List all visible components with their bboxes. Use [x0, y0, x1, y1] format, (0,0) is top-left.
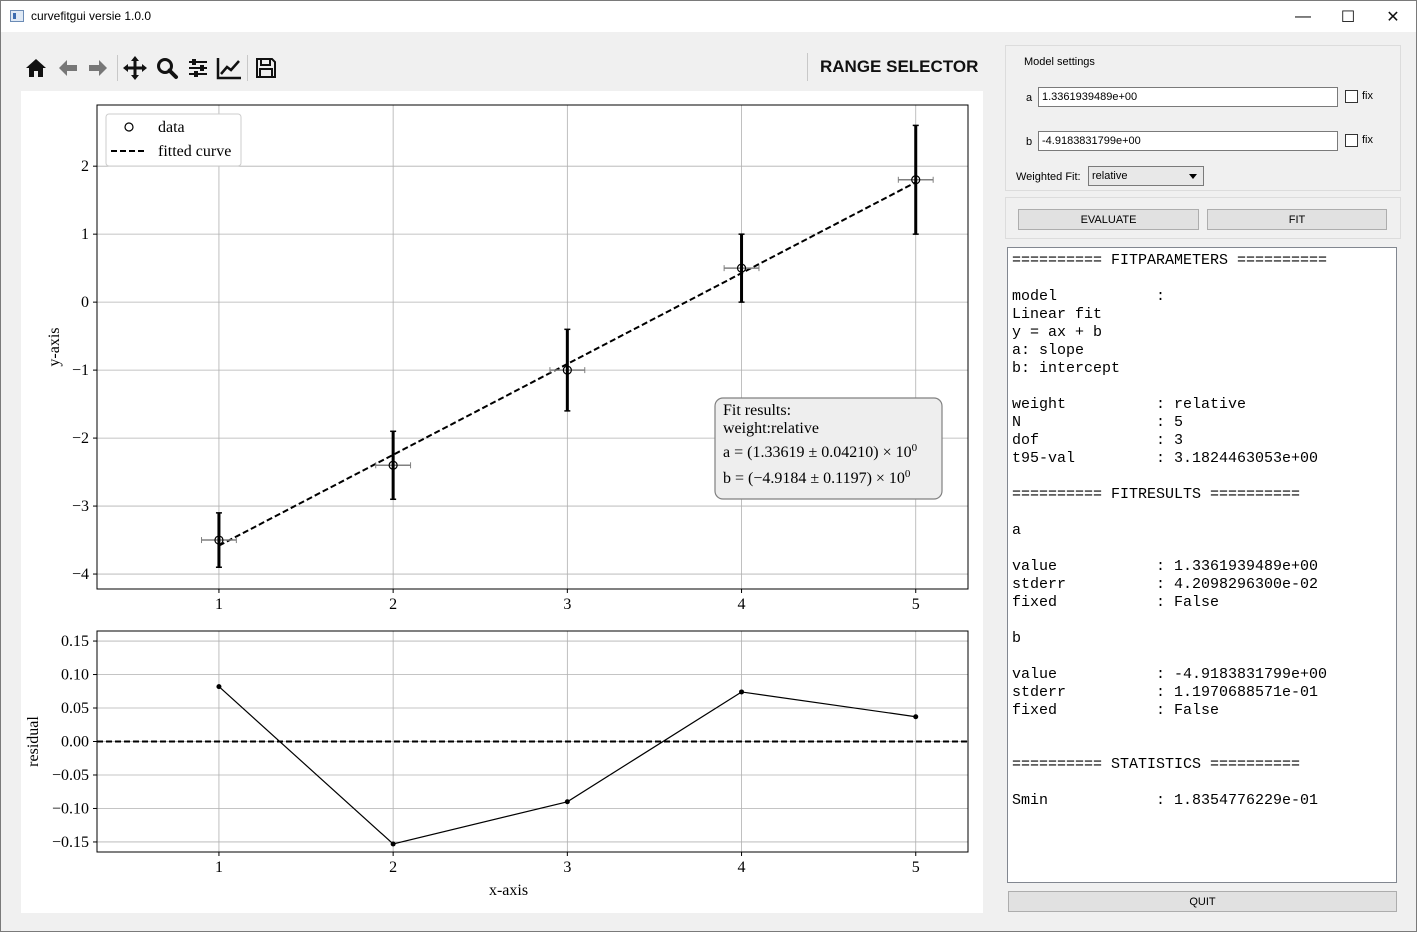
right-panel: Model settings a fix b fix Weighted Fit:…: [997, 41, 1411, 921]
main-ytick-label: −3: [72, 498, 89, 515]
action-buttons-group: EVALUATE FIT: [1005, 197, 1401, 239]
fit-results-box: [714, 397, 943, 500]
app-icon: [10, 10, 24, 22]
residual-point: [216, 684, 222, 690]
data-point: [736, 263, 747, 273]
residual-ytick-label: 0.00: [61, 734, 89, 751]
chevron-down-icon: [1189, 174, 1197, 179]
residual-ytick-label: −0.05: [52, 767, 89, 784]
fix-a-label: fix: [1362, 90, 1373, 102]
back-arrow-icon[interactable]: [55, 55, 81, 81]
residual-ytick-label: −0.10: [52, 800, 89, 817]
data-point: [214, 535, 224, 545]
residual-xtick-label: 1: [215, 859, 223, 876]
fit-button[interactable]: FIT: [1207, 209, 1387, 230]
main-ytick-label: 2: [81, 158, 89, 175]
main-xtick-label: 1: [215, 596, 223, 613]
weighted-fit-label: Weighted Fit:: [1016, 171, 1081, 183]
model-settings-label: Model settings: [1024, 56, 1095, 68]
fix-a-checkbox[interactable]: [1345, 90, 1358, 103]
window-title: curvefitgui versie 1.0.0: [31, 9, 152, 23]
main-ylabel: y-axis: [46, 327, 63, 366]
residual-ytick-label: −0.15: [52, 834, 89, 851]
plot-canvas[interactable]: 1 2 3 4 5 −4 −3 −2 −1 0 1 2 y-axis data fitted curve Fi…: [21, 91, 983, 913]
legend-box: [105, 113, 242, 167]
residual-xtick-label: 4: [738, 859, 746, 876]
main-ytick-label: −4: [72, 566, 89, 583]
residual-point: [390, 841, 396, 847]
data-point: [911, 175, 921, 185]
legend-label-fit: fitted curve: [158, 143, 231, 160]
save-icon[interactable]: [253, 55, 279, 81]
residual-xtick-label: 3: [563, 859, 571, 876]
main-plot-frame: [96, 104, 969, 590]
plot-toolbar: RANGE SELECTOR: [21, 51, 981, 85]
param-b-input[interactable]: [1038, 131, 1338, 151]
fit-output-content: ========== FITPARAMETERS ========== mode…: [1012, 252, 1328, 809]
residual-point: [739, 689, 745, 695]
fit-results-b: b = (−4.9184 ± 0.1197) × 100: [723, 468, 911, 487]
main-xtick-label: 5: [912, 596, 920, 613]
residual-xlabel: x-axis: [489, 882, 528, 899]
data-point: [388, 460, 398, 470]
residual-ytick-label: 0.15: [61, 633, 89, 650]
residual-point: [913, 714, 919, 720]
legend-data-marker: [124, 122, 134, 132]
fit-results-title: Fit results:: [723, 402, 791, 419]
main-xtick-label: 4: [738, 596, 746, 613]
main-xtick-label: 2: [389, 596, 397, 613]
pan-icon[interactable]: [122, 55, 148, 81]
param-b-label: b: [1026, 136, 1033, 148]
residual-point: [564, 799, 570, 805]
weighted-fit-select[interactable]: relative: [1088, 166, 1204, 186]
data-point: [562, 365, 572, 375]
fit-results-a: a = (1.33619 ± 0.04210) × 100: [723, 442, 918, 461]
param-a-label: a: [1026, 92, 1033, 104]
residual-ytick-label: 0.10: [61, 667, 89, 684]
minimize-button[interactable]: —: [1295, 7, 1311, 25]
close-button[interactable]: ✕: [1386, 8, 1400, 26]
range-selector-button[interactable]: RANGE SELECTOR: [807, 53, 978, 81]
residual-ylabel: residual: [25, 716, 42, 767]
zoom-icon[interactable]: [154, 55, 180, 81]
fit-output-text[interactable]: ========== FITPARAMETERS ========== mode…: [1007, 247, 1397, 883]
home-icon[interactable]: [23, 55, 49, 81]
model-settings-group: Model settings a fix b fix Weighted Fit:…: [1005, 45, 1401, 191]
forward-arrow-icon[interactable]: [85, 55, 111, 81]
configure-subplots-icon[interactable]: [185, 55, 211, 81]
main-ytick-label: −2: [72, 430, 89, 447]
fix-b-checkbox[interactable]: [1345, 134, 1358, 147]
maximize-button[interactable]: ☐: [1340, 8, 1356, 26]
main-ytick-label: −1: [72, 362, 89, 379]
residual-ytick-label: 0.05: [61, 700, 89, 717]
residual-xtick-label: 5: [912, 859, 920, 876]
plot-svg: 1 2 3 4 5 −4 −3 −2 −1 0 1 2 y-axis data fitted curve Fi…: [25, 104, 969, 899]
main-ytick-label: 0: [81, 294, 89, 311]
main-ytick-label: 1: [81, 226, 89, 243]
legend-label-data: data: [158, 119, 185, 136]
edit-axis-icon[interactable]: [216, 55, 242, 81]
param-a-input[interactable]: [1038, 87, 1338, 107]
fit-results-weight: weight:relative: [723, 420, 819, 437]
evaluate-button[interactable]: EVALUATE: [1018, 209, 1199, 230]
quit-button[interactable]: QUIT: [1008, 891, 1397, 912]
weighted-fit-value: relative: [1092, 170, 1128, 182]
main-xtick-label: 3: [563, 596, 571, 613]
title-bar: curvefitgui versie 1.0.0 — ☐ ✕: [1, 1, 1416, 32]
residual-xtick-label: 2: [389, 859, 397, 876]
fix-b-label: fix: [1362, 134, 1373, 146]
